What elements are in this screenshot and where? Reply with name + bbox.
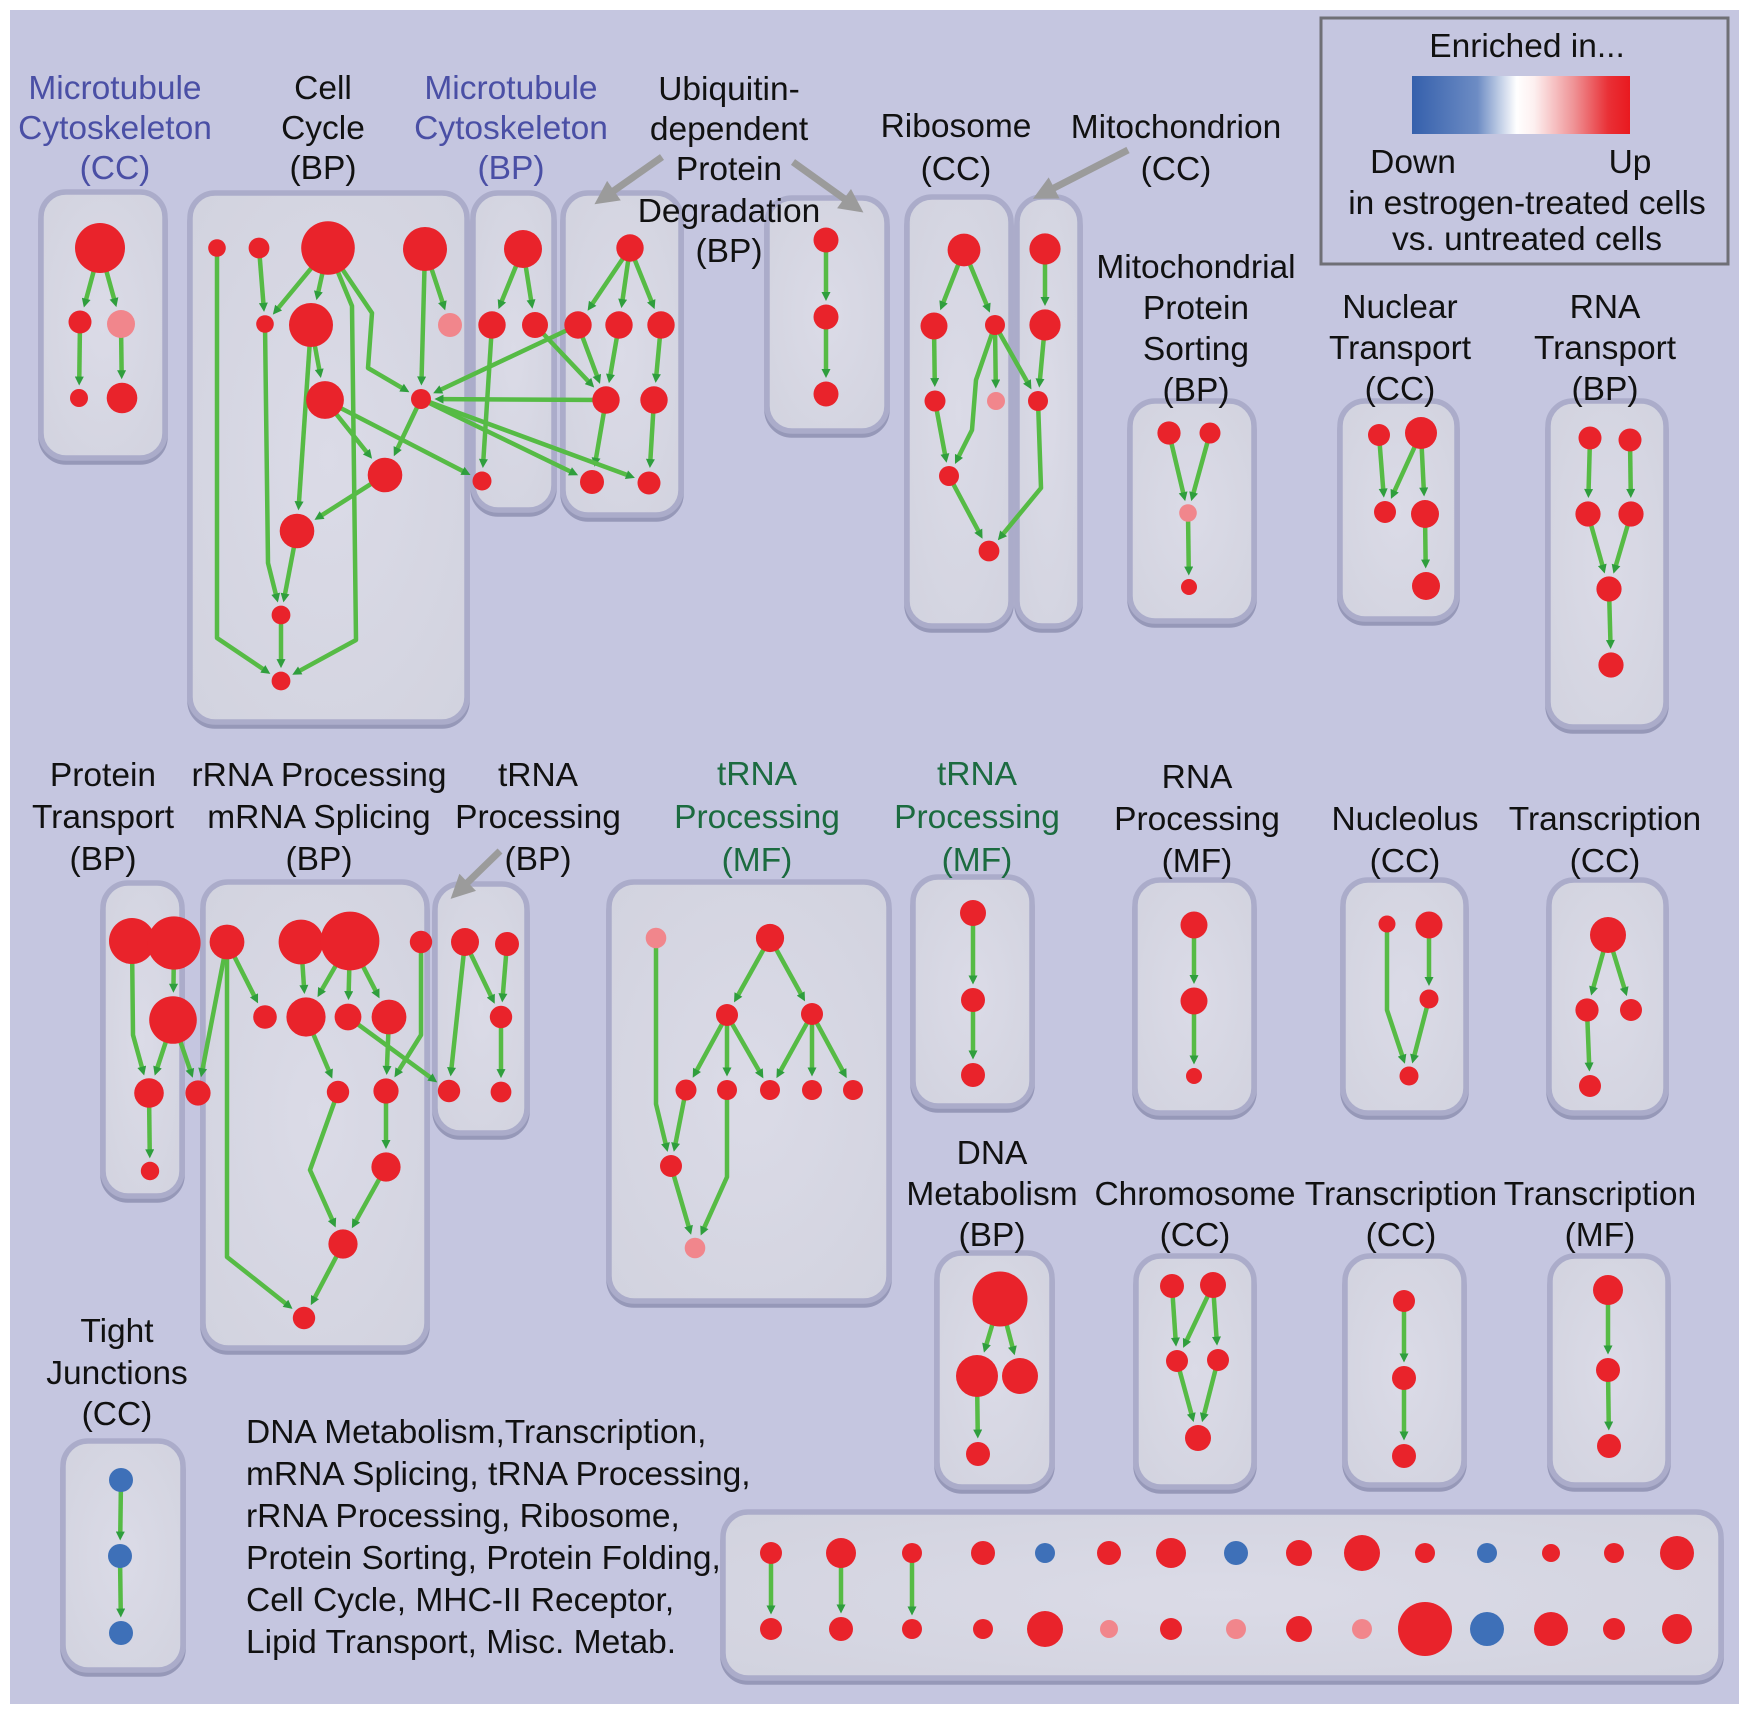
svg-text:DNA: DNA (957, 1135, 1028, 1172)
svg-text:in estrogen-treated cells: in estrogen-treated cells (1348, 185, 1706, 222)
svg-text:(MF): (MF) (1162, 843, 1233, 880)
svg-text:tRNA: tRNA (937, 756, 1018, 793)
svg-text:Nuclear: Nuclear (1342, 289, 1457, 326)
svg-text:Mitochondrial: Mitochondrial (1096, 249, 1295, 286)
svg-text:Transcription: Transcription (1504, 1176, 1696, 1213)
svg-text:Mitochondrion: Mitochondrion (1071, 109, 1281, 146)
svg-text:vs. untreated cells: vs. untreated cells (1392, 221, 1662, 258)
svg-text:Cell: Cell (294, 70, 352, 107)
svg-text:DNA Metabolism,Transcription,: DNA Metabolism,Transcription, (246, 1414, 706, 1451)
svg-text:Cytoskeleton: Cytoskeleton (414, 110, 608, 147)
svg-text:(BP): (BP) (505, 841, 572, 878)
svg-text:Ribosome: Ribosome (881, 108, 1032, 145)
svg-text:Tight: Tight (80, 1313, 154, 1350)
svg-text:Lipid Transport, Misc. Metab.: Lipid Transport, Misc. Metab. (246, 1624, 676, 1661)
svg-text:(CC): (CC) (80, 150, 151, 187)
svg-text:Microtubule: Microtubule (424, 70, 597, 107)
svg-text:Processing: Processing (674, 799, 840, 836)
svg-text:dependent: dependent (650, 111, 809, 148)
svg-text:tRNA: tRNA (498, 757, 579, 794)
svg-text:(BP): (BP) (70, 841, 137, 878)
svg-text:(BP): (BP) (290, 150, 357, 187)
svg-text:Transport: Transport (1329, 330, 1472, 367)
svg-text:(CC): (CC) (1365, 371, 1436, 408)
svg-text:(MF): (MF) (722, 842, 793, 879)
svg-text:Protein: Protein (50, 757, 156, 794)
svg-text:Transcription: Transcription (1509, 801, 1701, 838)
svg-text:(MF): (MF) (1565, 1217, 1636, 1254)
svg-text:Processing: Processing (894, 799, 1060, 836)
svg-text:Processing: Processing (455, 799, 621, 836)
svg-text:RNA: RNA (1570, 289, 1641, 326)
svg-text:Chromosome: Chromosome (1094, 1176, 1295, 1213)
svg-text:Enriched in...: Enriched in... (1429, 28, 1625, 65)
svg-text:Metabolism: Metabolism (906, 1176, 1077, 1213)
svg-text:Ubiquitin-: Ubiquitin- (658, 71, 800, 108)
svg-text:Transcription: Transcription (1305, 1176, 1497, 1213)
svg-text:Sorting: Sorting (1143, 331, 1249, 368)
svg-text:mRNA Splicing: mRNA Splicing (207, 799, 430, 836)
svg-text:(MF): (MF) (942, 842, 1013, 879)
svg-text:(BP): (BP) (286, 841, 353, 878)
svg-text:(CC): (CC) (1570, 843, 1641, 880)
svg-text:Protein Sorting, Protein Foldi: Protein Sorting, Protein Folding, (246, 1540, 721, 1577)
svg-text:(CC): (CC) (921, 151, 992, 188)
svg-text:Protein: Protein (676, 151, 782, 188)
svg-text:mRNA Splicing, tRNA Processing: mRNA Splicing, tRNA Processing, (246, 1456, 751, 1493)
svg-text:Cycle: Cycle (281, 110, 365, 147)
svg-text:(BP): (BP) (1572, 371, 1639, 408)
svg-text:Transport: Transport (1534, 330, 1677, 367)
svg-text:rRNA Processing, Ribosome,: rRNA Processing, Ribosome, (246, 1498, 680, 1535)
svg-text:(CC): (CC) (1141, 151, 1212, 188)
svg-text:RNA: RNA (1162, 759, 1233, 796)
svg-text:Cytoskeleton: Cytoskeleton (18, 110, 212, 147)
svg-text:Processing: Processing (1114, 801, 1280, 838)
svg-text:Down: Down (1370, 144, 1456, 181)
svg-text:(BP): (BP) (696, 233, 763, 270)
svg-text:Transport: Transport (32, 799, 175, 836)
svg-text:(CC): (CC) (82, 1396, 153, 1433)
svg-text:rRNA Processing: rRNA Processing (191, 757, 446, 794)
svg-text:Junctions: Junctions (46, 1355, 188, 1392)
svg-text:tRNA: tRNA (717, 756, 798, 793)
svg-text:(CC): (CC) (1160, 1217, 1231, 1254)
svg-text:Microtubule: Microtubule (28, 70, 201, 107)
svg-text:Protein: Protein (1143, 290, 1249, 327)
svg-text:(BP): (BP) (478, 150, 545, 187)
svg-text:(BP): (BP) (1163, 372, 1230, 409)
svg-text:(CC): (CC) (1366, 1217, 1437, 1254)
svg-text:Up: Up (1609, 144, 1652, 181)
svg-text:Degradation: Degradation (638, 193, 821, 230)
svg-text:(BP): (BP) (959, 1217, 1026, 1254)
svg-text:Nucleolus: Nucleolus (1331, 801, 1478, 838)
svg-text:(CC): (CC) (1370, 843, 1441, 880)
svg-text:Cell Cycle, MHC-II Receptor,: Cell Cycle, MHC-II Receptor, (246, 1582, 674, 1619)
